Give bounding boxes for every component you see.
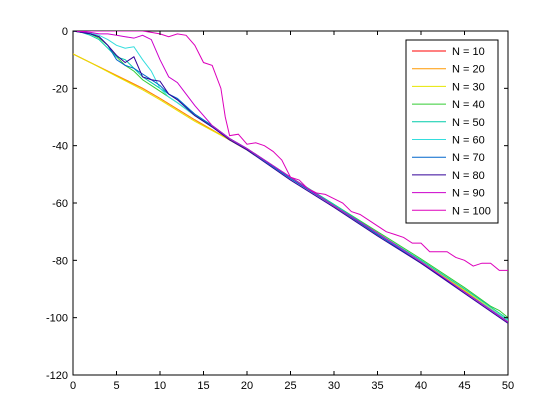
legend-label: N = 100: [452, 205, 491, 217]
legend-label: N = 70: [452, 152, 485, 164]
y-tick-label: -40: [52, 141, 68, 153]
legend-label: N = 30: [452, 81, 485, 93]
y-tick-label: -80: [52, 255, 68, 267]
legend-label: N = 60: [452, 135, 485, 147]
y-tick-label: -120: [46, 370, 68, 382]
x-tick-label: 45: [458, 380, 470, 392]
x-tick-label: 5: [113, 380, 119, 392]
y-tick-label: -100: [46, 313, 68, 325]
series-line-9: [73, 31, 508, 323]
x-tick-label: 10: [154, 380, 166, 392]
x-tick-label: 50: [502, 380, 514, 392]
series-line-10: [73, 31, 508, 271]
legend-label: N = 20: [452, 64, 485, 76]
legend-label: N = 40: [452, 99, 485, 111]
x-tick-label: 15: [197, 380, 209, 392]
x-tick-label: 25: [284, 380, 296, 392]
x-tick-label: 30: [328, 380, 340, 392]
x-tick-label: 0: [70, 380, 76, 392]
legend-label: N = 50: [452, 117, 485, 129]
y-tick-label: -60: [52, 198, 68, 210]
y-tick-label: -20: [52, 83, 68, 95]
legend: N = 10 N = 20 N = 30 N = 40 N = 50 N = 60 N = …: [405, 39, 499, 224]
legend-label: N = 90: [452, 188, 485, 200]
x-tick-label: 35: [371, 380, 383, 392]
legend-label: N = 10: [452, 46, 485, 58]
series-line-8: [73, 31, 508, 324]
x-tick-label: 20: [241, 380, 253, 392]
y-tick-label: 0: [62, 26, 68, 38]
x-tick-label: 40: [415, 380, 427, 392]
legend-label: N = 80: [452, 170, 485, 182]
